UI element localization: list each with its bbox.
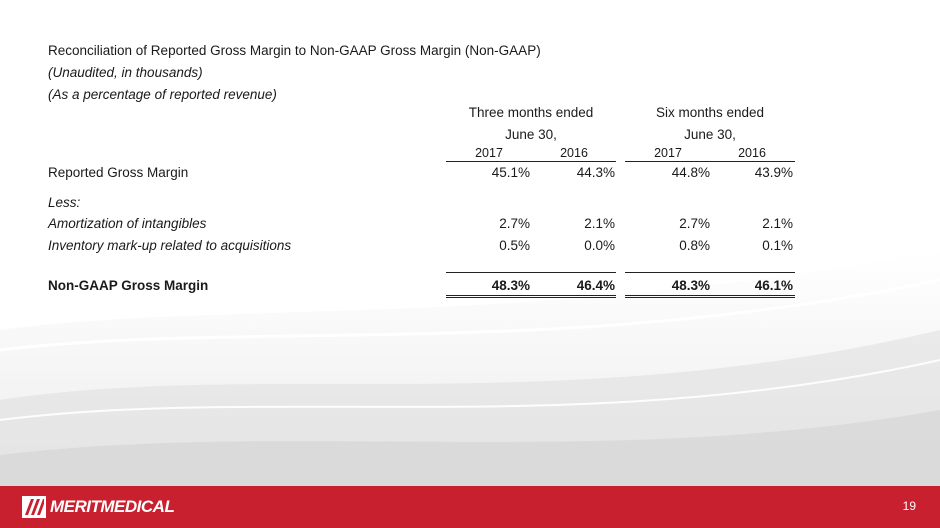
cell-non-gaap-3m-2016: 46.4%	[576, 278, 615, 293]
cell-non-gaap-3m-2017: 48.3%	[491, 278, 530, 293]
cell-amortization-3m-2016: 2.1%	[584, 216, 615, 231]
subtitle-unaudited: (Unaudited, in thousands)	[48, 65, 203, 80]
merit-medical-logo-icon	[22, 496, 46, 518]
background-swoosh	[0, 250, 940, 486]
cell-non-gaap-6m-2017: 48.3%	[671, 278, 710, 293]
row-label-less: Less:	[48, 195, 81, 210]
year-header-2016: 2016	[560, 146, 588, 160]
header-rule	[625, 161, 795, 162]
page-title: Reconciliation of Reported Gross Margin …	[48, 43, 541, 58]
cell-inventory-3m-2016: 0.0%	[584, 238, 615, 253]
report-table: Reconciliation of Reported Gross Margin …	[48, 43, 795, 298]
cell-amortization-6m-2017: 2.7%	[679, 216, 710, 231]
total-double-rule	[446, 295, 616, 298]
header-six-months: Six months ended	[655, 105, 765, 120]
year-header-2017: 2017	[654, 146, 682, 160]
cell-amortization-6m-2016: 2.1%	[762, 216, 793, 231]
subtotal-rule	[625, 272, 795, 273]
cell-reported-3m-2016: 44.3%	[576, 165, 615, 180]
merit-medical-logo-text: MERITMEDICAL	[50, 497, 175, 516]
cell-inventory-6m-2017: 0.8%	[679, 238, 710, 253]
subtitle-percentage: (As a percentage of reported revenue)	[48, 87, 277, 102]
cell-amortization-3m-2017: 2.7%	[499, 216, 530, 231]
row-label-amortization: Amortization of intangibles	[48, 216, 207, 231]
year-header-2017: 2017	[475, 146, 503, 160]
subtotal-rule	[446, 272, 616, 273]
footer-bar: MERITMEDICAL 19	[0, 486, 940, 528]
row-label-non-gaap: Non-GAAP Gross Margin	[48, 278, 209, 293]
year-header-2016: 2016	[738, 146, 766, 160]
header-rule	[446, 161, 616, 162]
header-six-months-date: June 30,	[684, 127, 736, 142]
cell-inventory-3m-2017: 0.5%	[499, 238, 530, 253]
cell-non-gaap-6m-2016: 46.1%	[754, 278, 793, 293]
cell-reported-3m-2017: 45.1%	[491, 165, 530, 180]
header-three-months-date: June 30,	[505, 127, 557, 142]
page-number: 19	[902, 499, 916, 513]
header-three-months: Three months ended	[468, 105, 594, 120]
row-label-inventory: Inventory mark-up related to acquisition…	[48, 238, 292, 253]
total-double-rule	[625, 295, 795, 298]
cell-inventory-6m-2016: 0.1%	[762, 238, 793, 253]
cell-reported-6m-2017: 44.8%	[671, 165, 710, 180]
row-label-reported: Reported Gross Margin	[48, 165, 189, 180]
cell-reported-6m-2016: 43.9%	[754, 165, 793, 180]
